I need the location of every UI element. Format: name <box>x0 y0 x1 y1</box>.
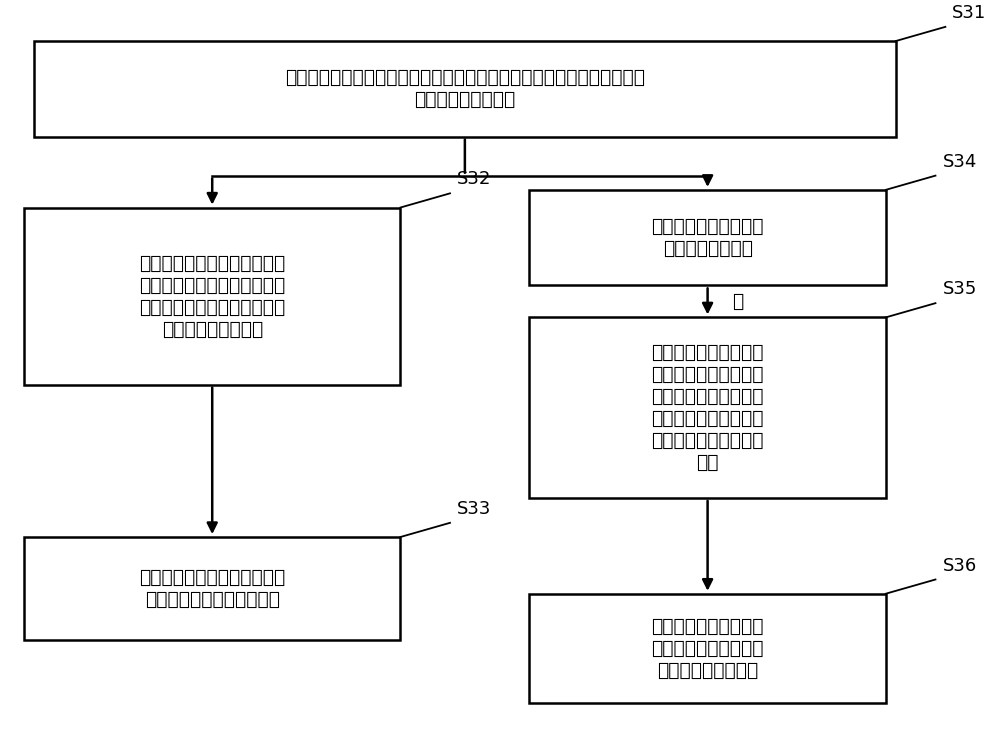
Bar <box>529 317 886 498</box>
Text: 是: 是 <box>732 292 744 311</box>
Bar <box>529 190 886 286</box>
Text: 控制所述内循环风口的
开度小于或者等于所述
内循环风口最大开度: 控制所述内循环风口的 开度小于或者等于所述 内循环风口最大开度 <box>651 617 764 680</box>
Text: 当空调器的所述当前控制模式为第一类预设模式时，计算室内温度值与室
外温度值的温度差值: 当空调器的所述当前控制模式为第一类预设模式时，计算室内温度值与室 外温度值的温度… <box>285 68 645 110</box>
Text: 控制所述新风口的开度小于或
者等于所述新风口最大开度: 控制所述新风口的开度小于或 者等于所述新风口最大开度 <box>139 568 285 609</box>
Bar <box>529 594 886 704</box>
Bar <box>24 537 400 640</box>
Text: S32: S32 <box>457 171 491 188</box>
Bar <box>24 208 400 385</box>
Text: S31: S31 <box>952 4 987 22</box>
Text: S35: S35 <box>942 280 977 298</box>
Text: 根据所述温度差值及预设的温
度差值与新风口最大开度匹配
关系，确定与所述温度差值对
应的新风口最大开度: 根据所述温度差值及预设的温 度差值与新风口最大开度匹配 关系，确定与所述温度差值… <box>139 254 285 339</box>
Text: S33: S33 <box>457 500 491 518</box>
Bar <box>34 41 896 137</box>
Text: 根据所述温度差值及预
设的温度差值与内循环
风口最大开度匹配关系
，确定与所述温度差值
对应的内循环风口最大
开度: 根据所述温度差值及预 设的温度差值与内循环 风口最大开度匹配关系 ，确定与所述温… <box>651 343 764 473</box>
Text: S34: S34 <box>942 152 977 171</box>
Text: S36: S36 <box>942 556 977 575</box>
Text: 确认所述温度差值是否
大于预设温度阈值: 确认所述温度差值是否 大于预设温度阈值 <box>651 217 764 258</box>
